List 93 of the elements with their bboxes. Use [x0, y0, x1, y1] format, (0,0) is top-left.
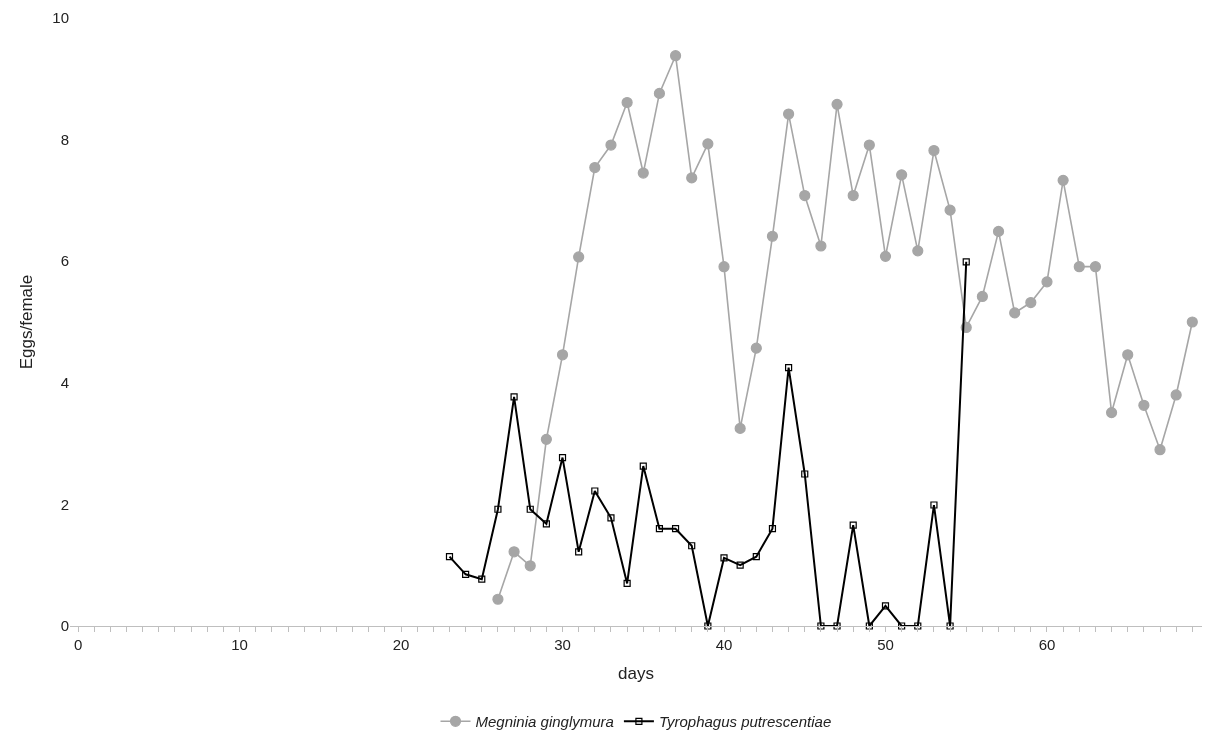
point [526, 505, 534, 513]
point [462, 570, 470, 578]
point [768, 525, 777, 533]
point [849, 521, 857, 529]
point [573, 251, 585, 263]
point [1057, 174, 1069, 186]
legend-label: Tyrophagus putrescentiae [658, 713, 832, 731]
point [881, 602, 890, 610]
point [817, 622, 825, 630]
point [898, 622, 906, 630]
point [799, 189, 811, 202]
legend-label: Megninia ginglymura [475, 713, 614, 731]
y-tick-label: 4 [60, 374, 69, 392]
point [962, 258, 970, 266]
x-tick-label: 30 [554, 636, 571, 653]
point [702, 138, 714, 150]
point [720, 554, 728, 562]
point [524, 560, 536, 572]
point [831, 98, 843, 110]
point [976, 290, 988, 303]
x-tick-label: 60 [1038, 636, 1056, 653]
point [1041, 276, 1053, 288]
x-tick-label: 10 [231, 636, 248, 653]
point [750, 342, 762, 354]
point [815, 240, 827, 252]
point [556, 349, 569, 361]
point [704, 622, 712, 630]
point [766, 230, 779, 242]
point [847, 189, 859, 202]
point [478, 575, 486, 583]
point [1089, 261, 1102, 273]
x-axis-title: days [618, 664, 654, 684]
point [1170, 389, 1182, 401]
point [688, 542, 696, 550]
point [445, 553, 454, 561]
point [510, 393, 518, 401]
point [653, 87, 666, 99]
point [992, 225, 1005, 238]
point [1105, 406, 1118, 419]
point [492, 593, 504, 605]
point [879, 250, 892, 262]
point [1025, 296, 1037, 309]
x-tick-label: 20 [392, 636, 410, 653]
y-tick-label: 10 [52, 9, 69, 27]
point [736, 561, 744, 569]
point [639, 462, 647, 470]
point [865, 622, 873, 630]
point [1186, 316, 1198, 328]
point [621, 96, 633, 109]
point [928, 144, 940, 157]
y-axis-title: Eggs/female [16, 274, 36, 370]
x-tick-label: 50 [877, 636, 894, 653]
point [669, 50, 682, 62]
point [508, 546, 520, 558]
y-tick-label: 6 [60, 252, 69, 270]
point [591, 487, 599, 495]
y-tick-label: 2 [60, 495, 69, 513]
point [930, 501, 938, 509]
point [542, 520, 550, 528]
point [494, 505, 502, 513]
point [686, 172, 698, 184]
point [589, 161, 601, 174]
point [801, 470, 809, 478]
point [912, 245, 924, 257]
point [734, 422, 746, 434]
point [783, 108, 795, 120]
point [785, 364, 793, 372]
point [752, 553, 760, 561]
point [1154, 444, 1166, 456]
point [1009, 307, 1021, 319]
point [671, 525, 680, 533]
y-tick-label: 8 [60, 130, 69, 148]
point [944, 204, 956, 216]
point [637, 167, 649, 179]
point [833, 622, 841, 630]
point [605, 139, 617, 151]
x-tick-label: 40 [715, 636, 733, 653]
point [1138, 399, 1150, 411]
point [914, 622, 922, 630]
point [558, 453, 567, 462]
point [575, 548, 583, 556]
point [718, 261, 730, 273]
point [540, 433, 552, 445]
point [1122, 349, 1134, 361]
point [946, 622, 954, 630]
point [655, 525, 664, 533]
point [896, 169, 908, 181]
point [863, 139, 875, 151]
y-tick-label: 0 [60, 617, 69, 635]
point [1073, 261, 1085, 273]
x-tick-label: 0 [73, 636, 83, 653]
point [607, 514, 615, 522]
point [623, 579, 631, 588]
